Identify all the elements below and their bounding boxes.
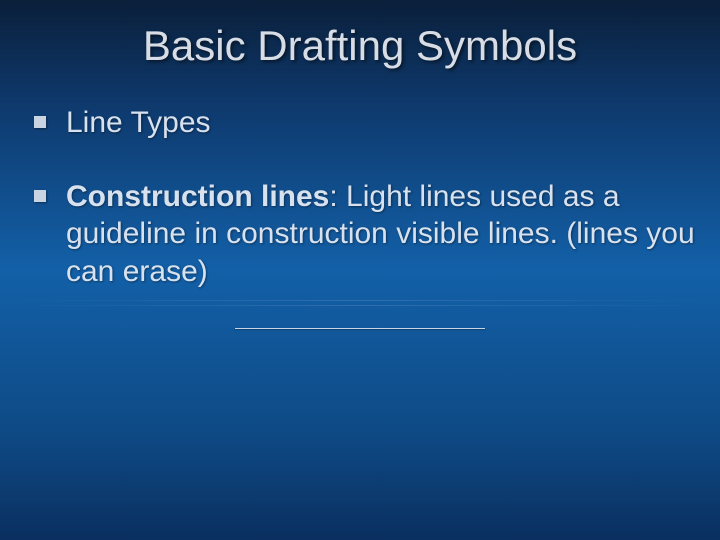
bullet-text: Construction lines: Light lines used as … [66, 178, 710, 291]
construction-line-example [235, 328, 485, 329]
bullet-marker-icon [34, 190, 46, 202]
bullet-list: Line Types Construction lines: Light lin… [0, 70, 720, 290]
list-item: Construction lines: Light lines used as … [34, 178, 710, 291]
slide: Basic Drafting Symbols Line Types Constr… [0, 0, 720, 540]
bullet-marker-icon [34, 116, 46, 128]
decorative-line [0, 300, 720, 301]
page-title: Basic Drafting Symbols [0, 0, 720, 70]
plain-text: Line Types [66, 106, 211, 139]
decorative-line [0, 305, 720, 306]
bullet-text: Line Types [66, 104, 211, 142]
bold-text: Construction lines [66, 180, 329, 213]
list-item: Line Types [34, 104, 710, 142]
